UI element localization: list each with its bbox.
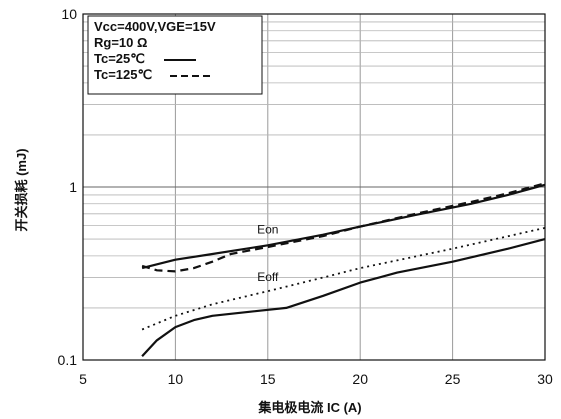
plot-frame	[82, 13, 546, 361]
legend-rg: Rg=10 Ω	[94, 35, 147, 50]
legend-box	[87, 15, 263, 95]
legend-conditions: Vcc=400V,VGE=15V	[94, 19, 216, 34]
x-tick-label: 15	[260, 371, 276, 387]
x-tick-label: 25	[445, 371, 461, 387]
series-layer: Eon Eoff	[141, 182, 546, 358]
x-tick-label: 30	[537, 371, 553, 387]
legend-tc125: Tc=125℃	[94, 67, 152, 82]
series-line-dotted-3	[141, 227, 546, 331]
x-axis-title: 集电极电流 IC (A)	[257, 400, 361, 415]
x-tick-label: 20	[352, 371, 368, 387]
grid	[83, 14, 545, 360]
y-tick-label: 1	[69, 179, 77, 195]
series-line-solid-0	[141, 183, 546, 270]
y-axis-title: 开关损耗 (mJ)	[14, 148, 29, 231]
legend-tc25: Tc=25℃	[94, 51, 145, 66]
series-annotation-eoff: Eoff	[257, 270, 279, 284]
x-tick-label: 5	[79, 371, 87, 387]
series-annotation-eon: Eon	[257, 222, 278, 236]
ticks: 5 10 15 20 25 30 0.1 1 10	[58, 6, 553, 387]
y-tick-label: 10	[61, 6, 77, 22]
legend: Vcc=400V,VGE=15V Rg=10 Ω Tc=25℃ Tc=125℃	[87, 15, 263, 95]
x-tick-label: 10	[168, 371, 184, 387]
y-tick-label: 0.1	[58, 352, 78, 368]
series-line-solid-2	[141, 238, 546, 358]
series-line-dashed-1	[141, 182, 546, 273]
